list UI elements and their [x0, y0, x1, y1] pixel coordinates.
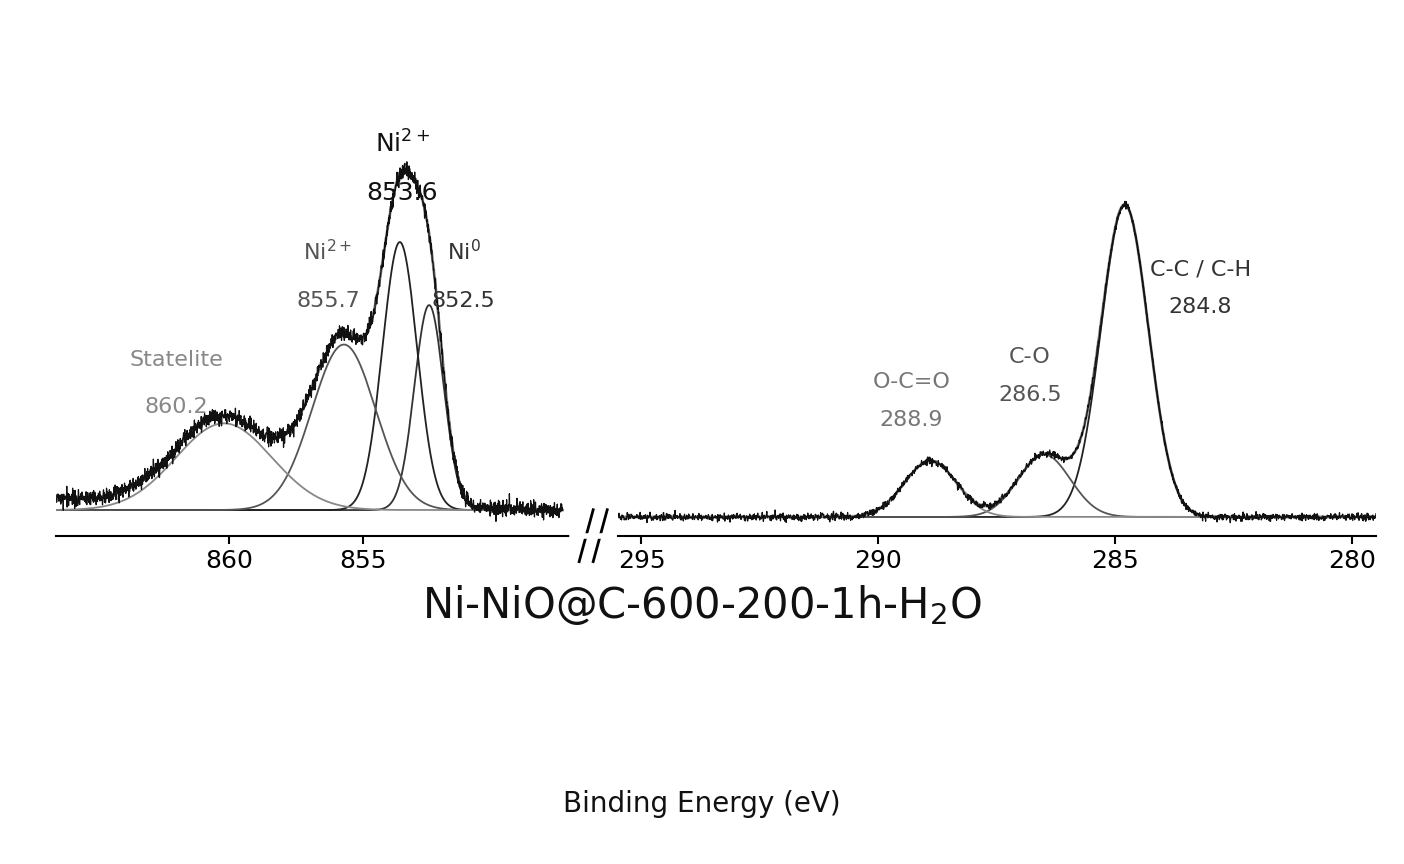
Text: Ni$^{0}$: Ni$^{0}$ — [446, 238, 480, 264]
Text: Ni$^{2+}$: Ni$^{2+}$ — [375, 130, 430, 157]
Text: Ni-NiO@C-600-200-1h-H$_2$O: Ni-NiO@C-600-200-1h-H$_2$O — [423, 583, 981, 626]
Text: 288.9: 288.9 — [880, 410, 943, 429]
Text: O-C=O: O-C=O — [873, 372, 951, 392]
Text: C-O: C-O — [1009, 347, 1050, 367]
Text: 855.7: 855.7 — [296, 291, 359, 311]
Text: 852.5: 852.5 — [432, 291, 496, 311]
Text: Statelite: Statelite — [129, 350, 223, 370]
Text: 286.5: 286.5 — [998, 384, 1061, 404]
Text: Ni$^{2+}$: Ni$^{2+}$ — [303, 238, 352, 264]
Text: C-C / C-H: C-C / C-H — [1150, 260, 1251, 280]
Text: 860.2: 860.2 — [145, 397, 208, 417]
Text: 853.6: 853.6 — [366, 181, 438, 205]
Text: Binding Energy (eV): Binding Energy (eV) — [563, 790, 841, 817]
Text: 284.8: 284.8 — [1170, 297, 1233, 317]
